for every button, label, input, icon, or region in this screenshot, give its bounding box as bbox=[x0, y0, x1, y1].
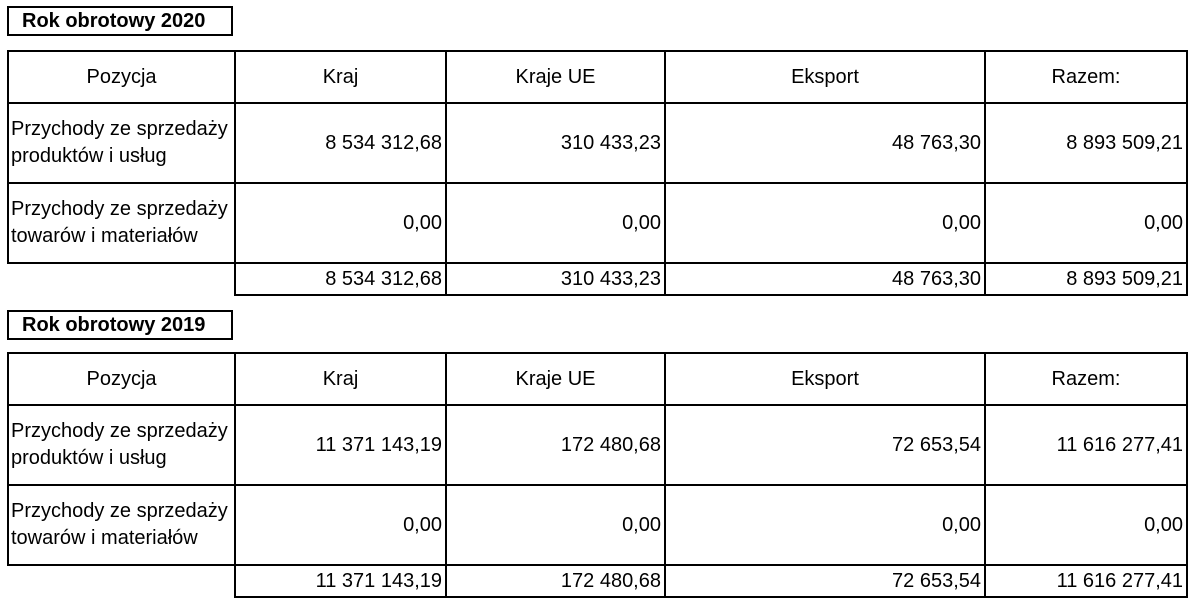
cell-kraj: 0,00 bbox=[234, 484, 447, 566]
header-kraj: Kraj bbox=[234, 352, 447, 406]
total-kraj: 11 371 143,19 bbox=[234, 564, 447, 598]
totals-empty-cell bbox=[8, 564, 235, 597]
total-eksport: 48 763,30 bbox=[664, 262, 986, 296]
table-row: Przychody ze sprzedaży towarów i materia… bbox=[7, 182, 1188, 264]
header-kraj: Kraj bbox=[234, 50, 447, 104]
header-pozycja: Pozycja bbox=[7, 352, 236, 406]
row-label: Przychody ze sprzedaży towarów i materia… bbox=[7, 484, 236, 566]
table-row: Przychody ze sprzedaży produktów i usług… bbox=[7, 404, 1188, 486]
section-title-2020: Rok obrotowy 2020 bbox=[7, 6, 233, 36]
cell-razem: 11 616 277,41 bbox=[984, 404, 1188, 486]
header-pozycja: Pozycja bbox=[7, 50, 236, 104]
row-label: Przychody ze sprzedaży produktów i usług bbox=[7, 102, 236, 184]
total-razem: 8 893 509,21 bbox=[984, 262, 1188, 296]
cell-kraje-ue: 172 480,68 bbox=[445, 404, 666, 486]
table-row: Przychody ze sprzedaży towarów i materia… bbox=[7, 484, 1188, 566]
header-razem: Razem: bbox=[984, 50, 1188, 104]
total-razem: 11 616 277,41 bbox=[984, 564, 1188, 598]
cell-kraj: 11 371 143,19 bbox=[234, 404, 447, 486]
row-label: Przychody ze sprzedaży towarów i materia… bbox=[7, 182, 236, 264]
cell-razem: 0,00 bbox=[984, 182, 1188, 264]
cell-kraj: 0,00 bbox=[234, 182, 447, 264]
cell-kraje-ue: 0,00 bbox=[445, 182, 666, 264]
header-eksport: Eksport bbox=[664, 50, 986, 104]
total-kraje-ue: 310 433,23 bbox=[445, 262, 666, 296]
totals-row: 11 371 143,19 172 480,68 72 653,54 11 61… bbox=[8, 564, 1188, 598]
header-kraje-ue: Kraje UE bbox=[445, 352, 666, 406]
total-kraje-ue: 172 480,68 bbox=[445, 564, 666, 598]
cell-kraj: 8 534 312,68 bbox=[234, 102, 447, 184]
table-header-row: Pozycja Kraj Kraje UE Eksport Razem: bbox=[7, 352, 1188, 406]
header-kraje-ue: Kraje UE bbox=[445, 50, 666, 104]
revenue-table-2020: Pozycja Kraj Kraje UE Eksport Razem: Prz… bbox=[7, 50, 1188, 296]
cell-eksport: 72 653,54 bbox=[664, 404, 986, 486]
cell-razem: 0,00 bbox=[984, 484, 1188, 566]
header-eksport: Eksport bbox=[664, 352, 986, 406]
revenue-table-2019: Pozycja Kraj Kraje UE Eksport Razem: Prz… bbox=[7, 352, 1188, 598]
cell-kraje-ue: 0,00 bbox=[445, 484, 666, 566]
header-razem: Razem: bbox=[984, 352, 1188, 406]
totals-row: 8 534 312,68 310 433,23 48 763,30 8 893 … bbox=[8, 262, 1188, 296]
cell-kraje-ue: 310 433,23 bbox=[445, 102, 666, 184]
section-title-2019: Rok obrotowy 2019 bbox=[7, 310, 233, 340]
cell-eksport: 0,00 bbox=[664, 182, 986, 264]
cell-razem: 8 893 509,21 bbox=[984, 102, 1188, 184]
total-kraj: 8 534 312,68 bbox=[234, 262, 447, 296]
row-label: Przychody ze sprzedaży produktów i usług bbox=[7, 404, 236, 486]
total-eksport: 72 653,54 bbox=[664, 564, 986, 598]
totals-empty-cell bbox=[8, 262, 235, 295]
cell-eksport: 48 763,30 bbox=[664, 102, 986, 184]
table-row: Przychody ze sprzedaży produktów i usług… bbox=[7, 102, 1188, 184]
table-header-row: Pozycja Kraj Kraje UE Eksport Razem: bbox=[7, 50, 1188, 104]
cell-eksport: 0,00 bbox=[664, 484, 986, 566]
